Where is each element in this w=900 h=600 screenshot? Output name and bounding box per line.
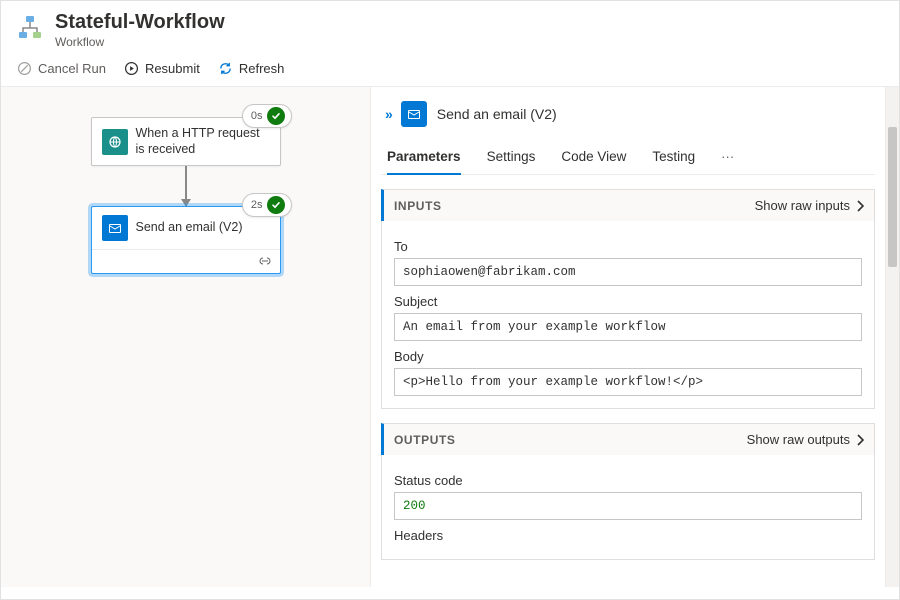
resubmit-icon xyxy=(124,61,139,76)
chevron-right-icon xyxy=(856,200,864,212)
panel-title: Send an email (V2) xyxy=(437,106,557,122)
show-raw-inputs-link[interactable]: Show raw inputs xyxy=(755,198,864,213)
action-node[interactable]: 2s Send an email (V2) xyxy=(91,206,281,274)
subject-value[interactable]: An email from your example workflow xyxy=(394,313,862,341)
panel-scrollbar[interactable] xyxy=(885,87,899,587)
tab-code-view[interactable]: Code View xyxy=(561,141,626,174)
http-trigger-icon xyxy=(102,129,128,155)
body-label: Body xyxy=(394,349,862,364)
success-check-icon xyxy=(267,107,285,125)
status-code-label: Status code xyxy=(394,473,862,488)
collapse-panel-button[interactable]: » xyxy=(385,106,391,122)
action-status-badge: 2s xyxy=(242,193,292,217)
page-subtitle: Workflow xyxy=(55,35,225,49)
cancel-run-button: Cancel Run xyxy=(17,61,106,76)
refresh-button[interactable]: Refresh xyxy=(218,61,285,76)
tab-parameters[interactable]: Parameters xyxy=(387,141,461,174)
status-code-value[interactable]: 200 xyxy=(394,492,862,520)
success-check-icon xyxy=(267,196,285,214)
refresh-icon xyxy=(218,61,233,76)
show-raw-outputs-link[interactable]: Show raw outputs xyxy=(747,432,864,447)
outlook-icon xyxy=(401,101,427,127)
node-link-indicator xyxy=(92,249,280,273)
designer-canvas[interactable]: 0s When a HTTP request is received 2s xyxy=(1,87,371,587)
to-label: To xyxy=(394,239,862,254)
trigger-status-badge: 0s xyxy=(242,104,292,128)
scroll-thumb[interactable] xyxy=(888,127,897,267)
cancel-icon xyxy=(17,61,32,76)
inputs-heading: INPUTS xyxy=(394,199,442,213)
body-value[interactable]: <p>Hello from your example workflow!</p> xyxy=(394,368,862,396)
resubmit-button[interactable]: Resubmit xyxy=(124,61,200,76)
page-header: Stateful-Workflow Workflow xyxy=(1,1,899,55)
details-panel: » Send an email (V2) Parameters Settings… xyxy=(371,87,899,587)
trigger-node-title: When a HTTP request is received xyxy=(136,126,270,157)
tab-overflow-button[interactable]: ··· xyxy=(721,141,734,174)
outputs-heading: OUTPUTS xyxy=(394,433,456,447)
page-title: Stateful-Workflow xyxy=(55,11,225,34)
trigger-node[interactable]: 0s When a HTTP request is received xyxy=(91,117,281,166)
inputs-section: INPUTS Show raw inputs To sophiaowen@fab… xyxy=(381,189,875,409)
outlook-icon xyxy=(102,215,128,241)
subject-label: Subject xyxy=(394,294,862,309)
main-area: 0s When a HTTP request is received 2s xyxy=(1,87,899,587)
connector-arrow xyxy=(185,166,187,206)
outputs-section: OUTPUTS Show raw outputs Status code 200… xyxy=(381,423,875,560)
headers-label: Headers xyxy=(394,528,862,543)
to-value[interactable]: sophiaowen@fabrikam.com xyxy=(394,258,862,286)
link-icon xyxy=(258,256,272,266)
chevron-right-icon xyxy=(856,434,864,446)
toolbar: Cancel Run Resubmit Refresh xyxy=(1,55,899,87)
tab-testing[interactable]: Testing xyxy=(652,141,695,174)
workflow-icon xyxy=(15,13,45,43)
tab-settings[interactable]: Settings xyxy=(487,141,536,174)
panel-tabs: Parameters Settings Code View Testing ··… xyxy=(381,141,875,175)
action-node-title: Send an email (V2) xyxy=(136,220,243,236)
